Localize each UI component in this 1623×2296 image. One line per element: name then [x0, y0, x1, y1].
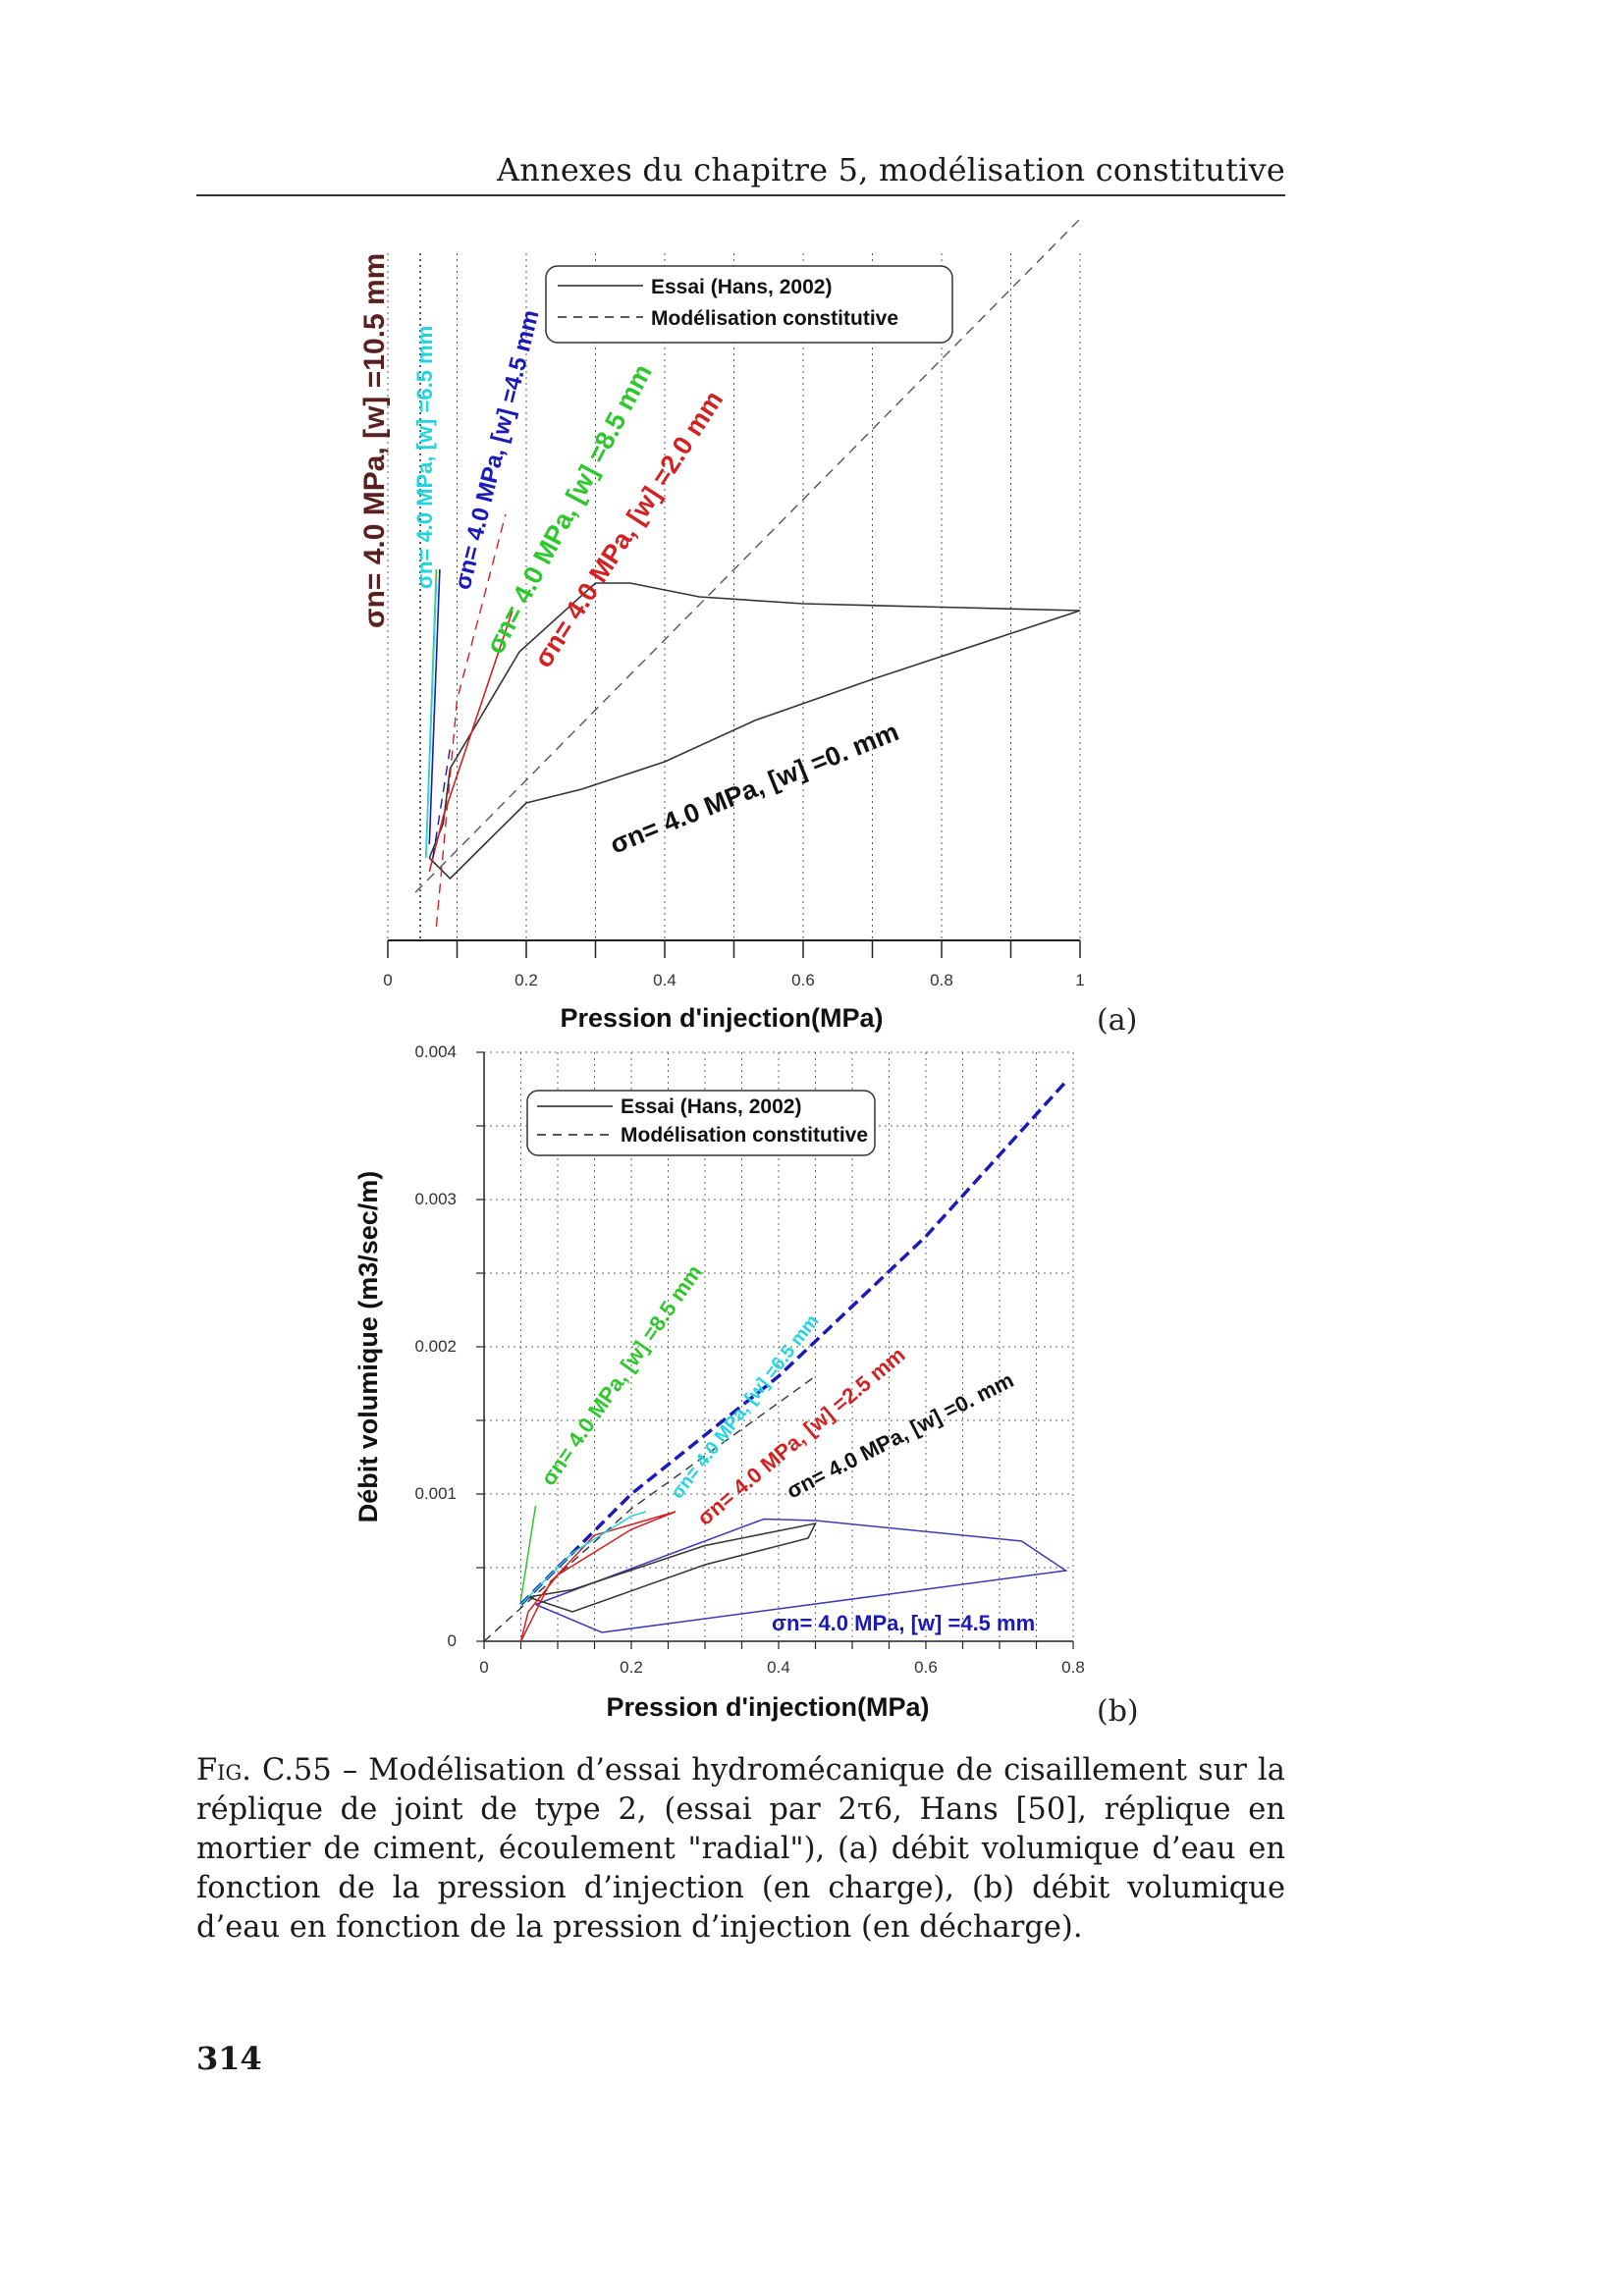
legend-a-essai-label: Essai (Hans, 2002) — [651, 276, 832, 298]
chart-a-tick-label: 1 — [1075, 971, 1084, 989]
running-title: Annexes du chapitre 5, modélisation cons… — [496, 151, 1285, 188]
chart-a-x-ticks: 0 0.2 0.4 0.6 0.8 1 — [383, 940, 1085, 989]
chart-a-tick-label: 0.6 — [791, 971, 815, 989]
chart-b-y-tick-label: 0.002 — [414, 1337, 457, 1356]
chart-b-series-5 — [519, 1511, 647, 1606]
chart-b-series — [483, 1080, 1068, 1642]
chart-b-y-tick-label: 0.003 — [414, 1190, 457, 1208]
chart-a-annotation-0mm: σn= 4.0 MPa, [w] =0. mm — [606, 717, 902, 859]
chart-a-legend: Essai (Hans, 2002) Modélisation constitu… — [545, 265, 953, 344]
chart-b-ticks: 0 0.2 0.4 0.6 0.8 0 0.001 0.002 0.003 0.004 — [414, 1042, 1084, 1677]
chart-b-y-label: Débit volumique (m3/sec/m) — [353, 1171, 383, 1523]
chart-a-annotation-10-5mm: σn= 4.0 MPa, [w] =10.5 mm — [358, 253, 391, 628]
chart-a-series-1 — [414, 218, 1081, 893]
chart-b-y-tick-label: 0.001 — [414, 1484, 457, 1503]
figure: 0 0.2 0.4 0.6 0.8 1 Essai (Hans, 2002) Modéli… — [353, 218, 1139, 1728]
chart-b-x-label: Pression d'injection(MPa) — [607, 1692, 930, 1722]
chart-b-x-tick-label: 0 — [479, 1658, 488, 1677]
chart-b-series-3 — [483, 1375, 816, 1642]
chart-b-y-tick-label: 0.004 — [414, 1042, 457, 1061]
chart-a: 0 0.2 0.4 0.6 0.8 1 Essai (Hans, 2002) Modéli… — [358, 218, 1137, 1038]
chart-b: 0 0.2 0.4 0.6 0.8 0 0.001 0.002 0.003 0.004 Essai… — [353, 1042, 1139, 1728]
figure-number: Fig. C.55 — [196, 1753, 332, 1788]
chart-a-series-5 — [425, 582, 438, 859]
chart-a-tick-label: 0.4 — [653, 971, 676, 989]
chart-b-series-0 — [535, 1518, 1068, 1633]
legend-a-model-label: Modélisation constitutive — [651, 307, 898, 330]
chart-a-series-0 — [428, 582, 1081, 881]
chart-b-x-tick-label: 0.4 — [767, 1658, 790, 1677]
figure-caption: Fig. C.55 – Modélisation d’essai hydromé… — [196, 1751, 1285, 1948]
legend-b-essai-label: Essai (Hans, 2002) — [621, 1095, 801, 1118]
chart-b-x-tick-label: 0.6 — [914, 1658, 938, 1677]
chart-b-panel-label: (b) — [1097, 1694, 1139, 1728]
chart-b-legend: Essai (Hans, 2002) Modélisation constitu… — [526, 1090, 876, 1156]
page-number: 314 — [196, 2040, 262, 2077]
chart-a-tick-label: 0 — [383, 971, 392, 989]
chart-b-x-tick-label: 0.8 — [1061, 1658, 1085, 1677]
caption-text: – Modélisation d’essai hydromécanique de… — [196, 1753, 1285, 1945]
chart-a-panel-label: (a) — [1097, 1003, 1137, 1038]
chart-b-series-4 — [519, 1511, 676, 1642]
chart-a-tick-label: 0.8 — [930, 971, 953, 989]
chart-a-grid — [387, 253, 1081, 940]
legend-b-model-label: Modélisation constitutive — [621, 1124, 868, 1147]
chart-a-annotation-6-5mm: σn= 4.0 MPa, [w] =6.5 mm — [412, 326, 437, 589]
chart-b-annotation-4-5mm: σn= 4.0 MPa, [w] =4.5 mm — [772, 1611, 1035, 1635]
chart-a-series-7 — [432, 747, 452, 859]
chart-a-x-label: Pression d'injection(MPa) — [561, 1003, 884, 1033]
chart-b-series-2 — [527, 1522, 817, 1613]
chart-b-series-6 — [519, 1505, 537, 1601]
chart-a-tick-label: 0.2 — [514, 971, 538, 989]
running-header: Annexes du chapitre 5, modélisation cons… — [196, 149, 1285, 196]
chart-a-series — [414, 218, 1081, 928]
chart-a-series-6 — [428, 568, 441, 845]
chart-a-series-2 — [428, 610, 514, 873]
chart-b-y-tick-label: 0 — [448, 1631, 457, 1650]
chart-b-x-tick-label: 0.2 — [620, 1658, 643, 1677]
chart-b-series-1 — [519, 1080, 1067, 1606]
chart-a-series-3 — [435, 513, 507, 928]
